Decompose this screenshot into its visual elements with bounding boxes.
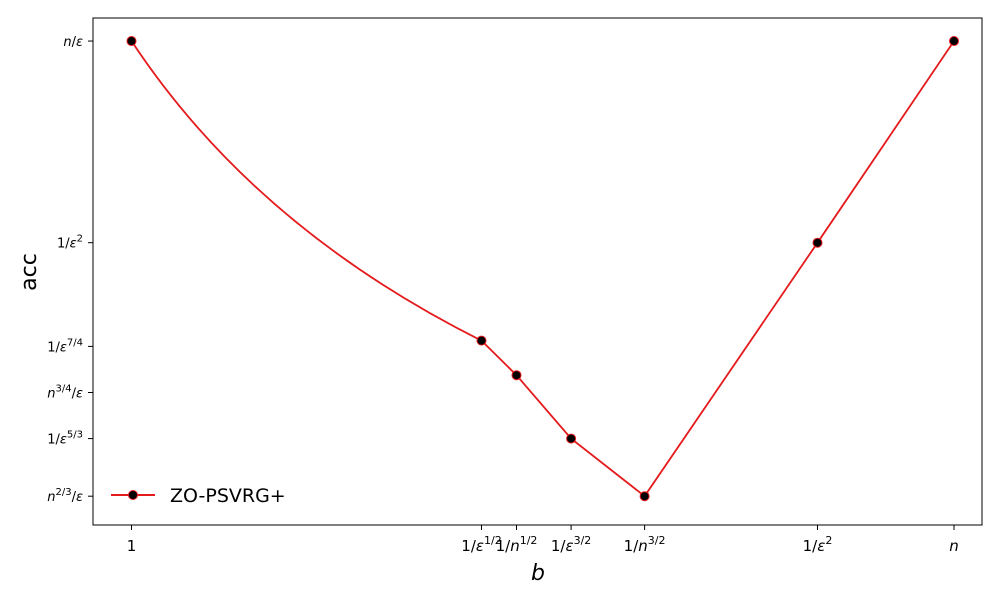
x-tick-label: 1/n3/2 [624,534,666,555]
data-point [639,491,650,502]
legend: ZO-PSVRG+ [111,485,286,507]
y-axis-ticks: n2/3/ε 1/ε5/3 n3/4/ε 1/ε7/4 1/ε2 n/ε [47,35,93,505]
y-axis-label: acc [17,253,42,291]
legend-label: ZO-PSVRG+ [170,485,286,507]
x-tick-label: 1/ε1/2 [461,534,501,555]
y-tick-label: 1/ε5/3 [47,430,83,448]
plot-area [92,17,983,526]
plot-frame [92,17,983,526]
data-point [566,433,577,444]
x-tick-label: n [949,537,959,555]
x-tick-label: 1/ε2 [803,534,833,555]
y-tick-label: n2/3/ε [47,487,83,505]
x-tick-label: 1/n1/2 [496,534,538,555]
x-axis-label: b [531,561,545,586]
series-line [130,40,955,498]
legend-marker [128,490,138,500]
x-axis-ticks: 1 1/ε1/21/n1/2 1/ε3/2 1/n3/2 1/ε2 n [127,525,959,555]
x-tick-label: 1/ε3/2 [551,534,591,555]
data-point [476,335,487,346]
data-point [511,370,522,381]
y-tick-label: n/ε [63,35,83,50]
y-tick-label: 1/ε2 [57,234,83,252]
data-point [812,237,823,248]
data-point [126,36,137,47]
data-point [949,36,959,47]
x-tick-label: 1 [127,537,137,555]
y-tick-label: 1/ε7/4 [47,337,83,355]
y-tick-label: n3/4/ε [47,383,83,401]
